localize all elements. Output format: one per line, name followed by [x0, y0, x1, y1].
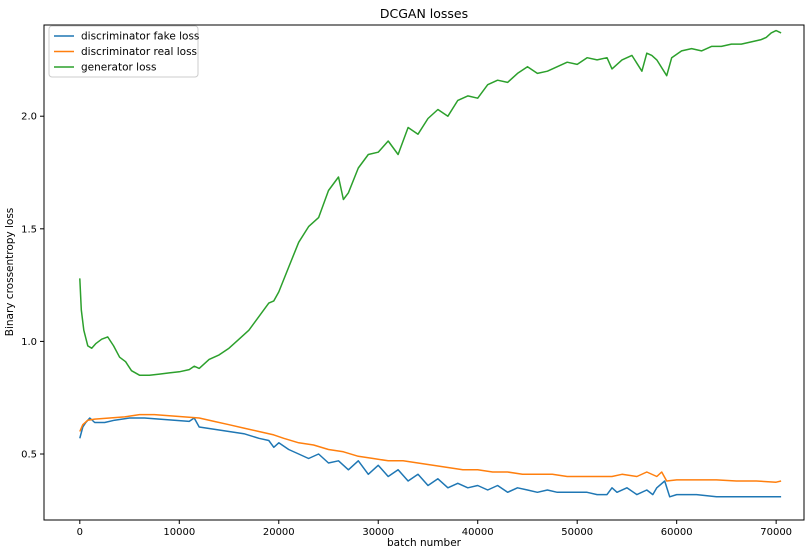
y-axis-ticks: 0.5 1.0 1.5 2.0: [21, 112, 44, 461]
x-tick-label: 10000: [163, 527, 195, 538]
series-line-1: [79, 413, 782, 483]
legend-label: generator loss: [81, 62, 156, 74]
series-lines: [79, 29, 782, 498]
x-tick-label: 70000: [760, 527, 792, 538]
x-tick-label: 50000: [561, 527, 593, 538]
series-line-0: [79, 417, 782, 498]
y-tick-label: 2.0: [21, 112, 37, 123]
x-tick-label: 0: [77, 527, 83, 538]
legend: discriminator fake loss discriminator rea…: [48, 25, 199, 78]
x-axis-ticks: 0 10000 20000 30000 40000 50000 60000 70000: [77, 520, 792, 538]
legend-label: discriminator real loss: [81, 46, 197, 58]
x-axis-label: batch number: [387, 537, 462, 549]
y-axis-label: Binary crossentropy loss: [4, 208, 16, 337]
series-line-2: [79, 29, 782, 376]
chart-title: DCGAN losses: [380, 6, 468, 21]
legend-box: [48, 25, 199, 78]
x-tick-label: 40000: [462, 527, 494, 538]
axes-frame: [43, 24, 805, 521]
x-tick-label: 20000: [263, 527, 295, 538]
legend-label: discriminator fake loss: [81, 31, 199, 43]
y-tick-label: 1.0: [21, 337, 37, 348]
y-tick-label: 1.5: [21, 224, 37, 235]
x-tick-label: 60000: [661, 527, 693, 538]
plot-area: [43, 24, 805, 521]
x-tick-label: 30000: [362, 527, 394, 538]
y-tick-label: 0.5: [21, 450, 37, 461]
